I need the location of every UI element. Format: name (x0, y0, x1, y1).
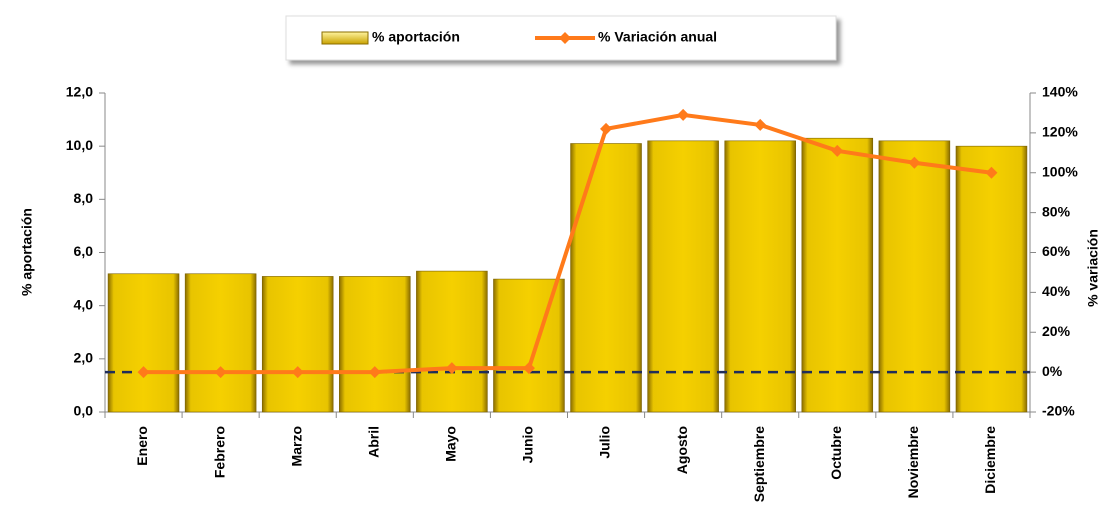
legend-swatch (321, 31, 369, 45)
y-tick-label: 0,0 (74, 403, 94, 419)
x-tick-label: Enero (134, 426, 150, 466)
y2-tick-label: 120% (1042, 124, 1078, 140)
line-marker (908, 156, 921, 169)
y2-tick-label: 80% (1042, 203, 1071, 219)
bar (955, 145, 1028, 413)
bar (647, 140, 719, 413)
line-marker (831, 144, 844, 157)
bar (570, 143, 642, 413)
x-tick-label: Septiembre (751, 426, 767, 502)
y-tick-label: 4,0 (74, 296, 94, 312)
line-marker (985, 166, 998, 179)
x-tick-label: Junio (520, 426, 536, 463)
line-marker (754, 118, 767, 131)
y-tick-label: 6,0 (74, 243, 94, 259)
x-tick-label: Diciembre (982, 426, 998, 494)
line-marker (368, 366, 381, 379)
x-tick-label: Noviembre (905, 426, 921, 499)
bar (416, 270, 488, 413)
line (143, 112, 992, 375)
x-tick-label: Marzo (288, 426, 304, 466)
legend-label: % Variación anual (598, 29, 717, 45)
line-marker (445, 362, 458, 375)
bar (261, 276, 334, 413)
x-tick-label: Mayo (443, 426, 459, 462)
y2-tick-label: 100% (1042, 163, 1078, 179)
bar (801, 137, 874, 413)
line-marker (522, 362, 535, 375)
x-tick-label: Febrero (211, 426, 227, 478)
bar (184, 273, 257, 413)
line-marker (137, 366, 150, 379)
bar (493, 278, 565, 413)
line-marker (600, 122, 613, 135)
y2-tick-label: 40% (1042, 283, 1071, 299)
x-tick-label: Octubre (828, 426, 844, 480)
y-tick-label: 8,0 (74, 190, 94, 206)
line-marker (677, 108, 690, 121)
line-marker (291, 366, 304, 379)
y-axis-title: % aportación (19, 208, 35, 296)
bar (339, 276, 411, 413)
y2-tick-label: 0% (1042, 363, 1063, 379)
y2-tick-label: -20% (1042, 403, 1075, 419)
y2-tick-label: 20% (1042, 323, 1071, 339)
line-marker (214, 366, 227, 379)
y-tick-label: 2,0 (74, 350, 94, 366)
y-tick-label: 12,0 (66, 84, 93, 100)
x-tick-label: Abril (365, 426, 381, 458)
y-tick-label: 10,0 (66, 137, 93, 153)
bar (878, 140, 951, 413)
x-tick-label: Agosto (674, 426, 690, 474)
y2-axis-title: % variación (1085, 229, 1101, 307)
legend-label: % aportación (372, 29, 460, 45)
x-tick-label: Julio (597, 426, 613, 459)
y2-tick-label: 140% (1042, 84, 1078, 100)
bar (107, 273, 180, 413)
y2-tick-label: 60% (1042, 243, 1071, 259)
legend-marker (559, 32, 571, 44)
bar (724, 140, 796, 413)
